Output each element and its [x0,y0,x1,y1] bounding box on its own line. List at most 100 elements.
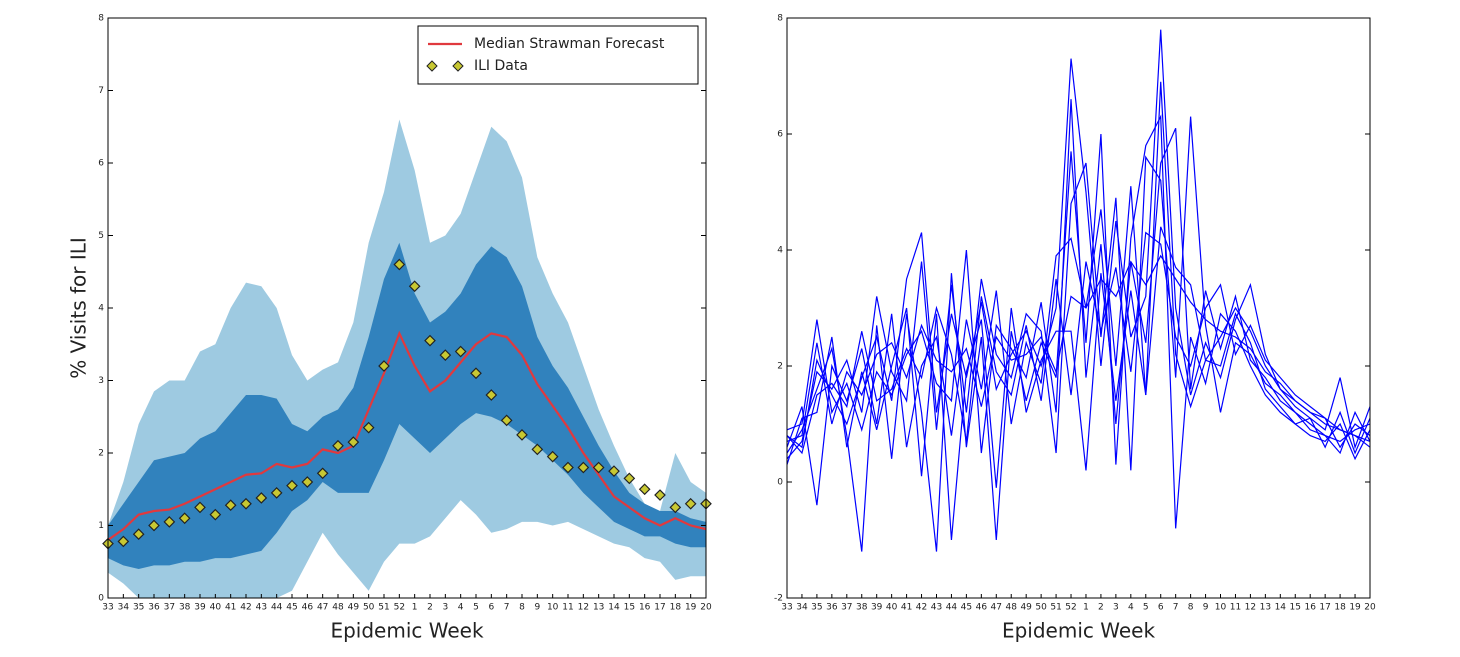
y-tick-label: 0 [98,594,104,604]
data-point [470,367,482,380]
y-tick-label: 1 [98,521,104,531]
x-tick-label: 3 [1113,603,1119,613]
x-tick-label: 9 [1203,603,1209,613]
series-line [786,231,1371,455]
x-tick-label: 42 [916,603,927,613]
x-tick-label: 17 [1319,603,1330,613]
x-tick-label: 7 [1173,603,1179,613]
data-point [194,501,206,514]
data-point [684,497,697,510]
y-tick-label: 8 [98,14,104,24]
data-point [439,349,452,361]
x-tick-label: 18 [670,603,682,613]
x-tick-label: 47 [991,603,1002,613]
x-tick-label: 37 [841,603,852,613]
plot-area [786,29,1371,552]
x-tick-label: 39 [194,603,206,613]
x-tick-label: 8 [1188,603,1194,613]
x-tick-label: 49 [1020,603,1032,613]
x-tick-label: 19 [1349,603,1361,613]
y-tick-label: 2 [98,449,104,459]
x-tick-label: 6 [488,603,494,613]
plot-frame [786,17,1371,599]
x-tick-label: 41 [901,603,912,613]
x-tick-label: 45 [961,603,972,613]
data-point [408,280,421,293]
x-tick-label: 49 [348,603,360,613]
x-tick-label: 16 [1304,603,1316,613]
x-tick-label: 16 [639,603,651,613]
y-axis-label: % Visits for ILI [67,237,91,379]
data-point [623,472,636,485]
data-point [132,528,145,541]
y-tick-label: 6 [777,130,783,140]
x-tick-label: 52 [394,603,405,613]
x-tick-label: 48 [332,603,344,613]
data-point [209,508,222,521]
data-point [240,497,252,510]
data-point [178,512,191,525]
y-tick-label: 3 [98,376,104,386]
data-point [117,535,130,548]
x-tick-label: 36 [826,603,838,613]
data-point [347,436,360,448]
y-tick-label: 8 [777,14,783,24]
x-tick-label: 50 [1035,603,1047,613]
x-tick-label: 33 [102,603,113,613]
y-tick-label: 4 [777,246,783,256]
legend-label: ILI Data [474,58,528,74]
data-point [255,492,268,504]
x-tick-label: 15 [1290,603,1301,613]
x-tick-label: 10 [547,603,559,613]
x-tick-label: 43 [256,603,267,613]
x-tick-label: 2 [427,603,433,613]
x-tick-label: 41 [225,603,236,613]
x-tick-label: 51 [1050,603,1061,613]
x-tick-label: 20 [1364,603,1376,613]
x-tick-label: 34 [118,603,130,613]
x-tick-label: 5 [1143,603,1149,613]
y-tick-label: -2 [774,594,783,604]
data-point [562,461,574,474]
x-tick-label: 1 [412,603,418,613]
x-tick-label: 35 [133,603,144,613]
data-point [669,501,682,514]
x-tick-label: 8 [519,603,525,613]
series-line [786,116,1371,471]
data-point [638,483,651,496]
x-tick-label: 11 [1230,603,1241,613]
x-tick-label: 13 [1260,603,1271,613]
x-tick-label: 44 [271,603,283,613]
x-tick-label: 18 [1334,603,1346,613]
x-tick-label: 40 [886,603,898,613]
x-tick-label: 3 [442,603,448,613]
x-tick-label: 43 [931,603,942,613]
x-tick-label: 36 [148,603,160,613]
x-tick-label: 15 [624,603,635,613]
x-tick-label: 7 [504,603,510,613]
x-tick-label: 4 [458,603,464,613]
x-tick-label: 14 [608,603,620,613]
x-tick-label: 12 [578,603,589,613]
data-point [362,421,375,434]
data-point [332,439,344,452]
data-point [592,461,605,474]
x-tick-label: 40 [210,603,222,613]
data-point [546,450,559,463]
y-tick-label: 6 [98,159,104,169]
legend-marker [452,60,464,72]
y-tick-label: 4 [98,304,104,314]
data-point [485,389,498,401]
x-tick-label: 10 [1215,603,1227,613]
y-tick-label: 0 [777,478,783,488]
data-point [654,489,666,501]
data-point [516,429,528,441]
data-point [577,461,590,474]
x-axis-label: Epidemic Week [330,619,483,643]
x-tick-label: 20 [700,603,712,613]
data-point [286,479,298,492]
x-tick-label: 35 [811,603,822,613]
x-tick-label: 52 [1065,603,1076,613]
x-tick-label: 14 [1275,603,1287,613]
x-tick-label: 9 [534,603,540,613]
